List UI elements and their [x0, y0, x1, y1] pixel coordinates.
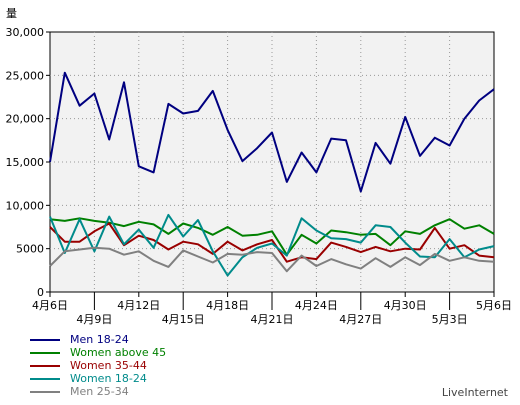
legend-item: Women above 45 — [30, 346, 166, 359]
legend-label: Women above 45 — [70, 346, 167, 359]
y-tick-label: 30,000 — [6, 26, 45, 39]
series-layer — [49, 71, 495, 277]
chart: 0 5000 10,000 15,000 20,000 25,000 30,000 4月6日… — [6, 7, 513, 326]
legend-label: Women 35-44 — [70, 359, 147, 372]
x-tick-label: 4月12日 — [117, 299, 160, 312]
y-tick-label: 15,000 — [6, 156, 45, 169]
x-tick-label: 4月27日 — [339, 313, 382, 326]
x-tick-label: 4月9日 — [76, 313, 112, 326]
x-tick-label: 4月30日 — [384, 299, 427, 312]
legend-item: Men 18-24 — [30, 333, 166, 346]
branding: LiveInternet — [441, 386, 508, 399]
x-tick-label: 4月24日 — [295, 299, 338, 312]
x-tick-label: 4月18日 — [206, 299, 249, 312]
legend-label: Women 18-24 — [70, 372, 147, 385]
legend-swatch — [30, 391, 60, 393]
x-tick-label: 4月21日 — [251, 313, 294, 326]
series-line-3 — [49, 213, 495, 277]
legend-label: Men 18-24 — [70, 333, 129, 346]
y-tick-label: 20,000 — [6, 113, 45, 126]
x-tick-label: 5月6日 — [476, 299, 512, 312]
y-tick-label: 10,000 — [6, 199, 45, 212]
legend: Men 18-24 Women above 45 Women 35-44 Women … — [30, 333, 166, 398]
series-line-4 — [49, 246, 495, 273]
series-line-1 — [49, 217, 495, 256]
y-tick-label: 0 — [37, 286, 44, 299]
x-tick-label: 4月6日 — [32, 299, 68, 312]
legend-item: Women 35-44 — [30, 359, 166, 372]
y-tick-label: 5000 — [16, 243, 44, 256]
y-tick-label: 25,000 — [6, 69, 45, 82]
legend-label: Men 25-34 — [70, 385, 129, 398]
legend-swatch — [30, 339, 60, 341]
legend-swatch — [30, 365, 60, 367]
y-axis-ticks: 0 5000 10,000 15,000 20,000 25,000 30,000 — [6, 26, 50, 299]
x-tick-label: 5月3日 — [432, 313, 468, 326]
y-axis-label: 量 — [6, 7, 17, 20]
x-axis-ticks: 4月6日 4月9日 4月12日4月15日4月18日4月21日4月24日4月27日4月… — [32, 292, 512, 326]
legend-swatch — [30, 378, 60, 380]
legend-item: Men 25-34 — [30, 385, 166, 398]
series-line-0 — [49, 71, 495, 193]
legend-item: Women 18-24 — [30, 372, 166, 385]
x-tick-label: 4月15日 — [162, 313, 205, 326]
legend-swatch — [30, 352, 60, 354]
